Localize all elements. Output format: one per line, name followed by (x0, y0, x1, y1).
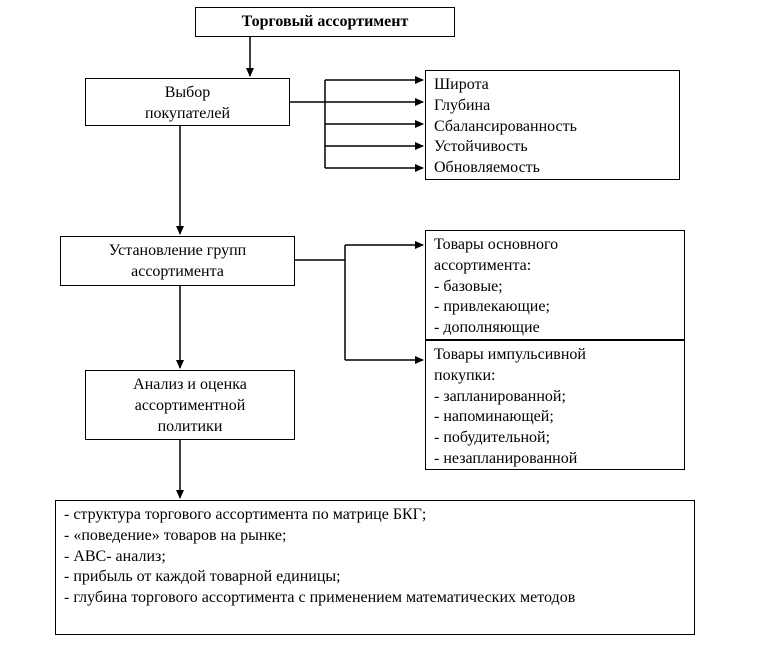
node-bottom-methods: - структура торгового ассортимента по ма… (55, 500, 695, 635)
node-establish-groups: Установление группассортимента (60, 236, 295, 286)
node-analysis-policy: Анализ и оценкаассортиментнойполитики (85, 370, 295, 440)
node-assortment-properties: ШиротаГлубинаСбалансированностьУстойчиво… (425, 70, 680, 180)
node-impulse-goods: Товары импульсивнойпокупки:- запланирова… (425, 340, 685, 470)
node-title: Торговый ассортимент (195, 7, 455, 37)
node-main-goods: Товары основногоассортимента:- базовые;-… (425, 230, 685, 340)
node-buyer-selection: Выборпокупателей (85, 78, 290, 126)
